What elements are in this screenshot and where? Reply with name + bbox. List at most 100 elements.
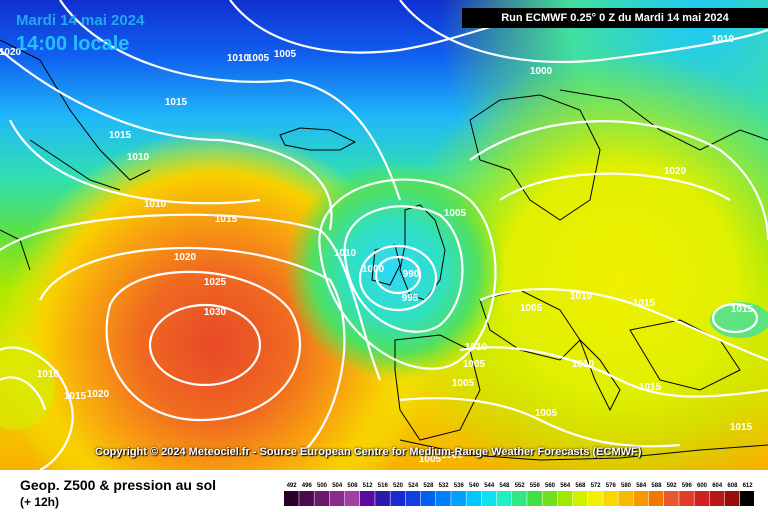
scale-value-label: 552 (515, 483, 526, 489)
isobar-label: 1015 (639, 382, 662, 393)
isobar-label: 1010 (334, 248, 357, 259)
scale-color-swatch (420, 491, 436, 506)
scale-color-swatch (466, 491, 482, 506)
italy-coast (579, 339, 621, 412)
isobar-995 (358, 244, 438, 312)
isobar-label: 1015 (64, 391, 87, 402)
isobar-1020 (39, 246, 346, 456)
isobar-label: 1020 (174, 252, 197, 263)
scale-color-swatch (451, 491, 466, 506)
isobar-label: 1015 (109, 130, 132, 141)
scale-color-swatch (694, 491, 710, 506)
scale-value-label: 544 (484, 483, 495, 489)
isobar-label: 1005 (247, 53, 270, 64)
scale-value-label: 508 (347, 483, 358, 489)
isobar-1005 (318, 178, 497, 370)
isobar-label: 1015 (165, 97, 188, 108)
isobar-label: 1005 (535, 408, 558, 419)
scale-color-swatch (572, 491, 588, 506)
isobar-label: 1005 (444, 208, 467, 219)
scale-value-label: 568 (575, 483, 586, 489)
isobar-label: 1010 (712, 34, 735, 45)
scale-value-label: 608 (727, 483, 738, 489)
isobar-labels: 1020 100510051010101510151010101010151020… (0, 34, 754, 465)
scale-value-label: 580 (621, 483, 632, 489)
z500-low-core (0, 0, 768, 470)
isobar-1015-europe (499, 172, 731, 201)
isobar-1030 (148, 303, 262, 387)
copyright-notice: Copyright © 2024 Meteociel.fr - Source E… (95, 446, 642, 458)
scale-color-swatch (329, 491, 345, 506)
isobar-label: 1015 (633, 298, 656, 309)
weather-map: 1020 100510051010101510151010101010151020… (0, 0, 768, 470)
scale-value-label: 556 (530, 483, 541, 489)
scale-color-swatch (709, 491, 725, 506)
isobar-1015-west (0, 346, 74, 470)
isobar-label: 1020 (664, 166, 687, 177)
scale-value-label: 536 (454, 483, 465, 489)
isobar-label: 1020 (87, 389, 110, 400)
scale-value-label: 532 (439, 483, 450, 489)
isobar-north-2 (0, 49, 333, 231)
scale-color-swatch (542, 491, 558, 506)
isobar-label: 1005 (452, 378, 475, 389)
isobar-990 (374, 255, 422, 295)
isobar-1000 (343, 205, 464, 333)
scale-color-swatch (679, 491, 694, 506)
france-coast (479, 289, 581, 361)
scale-value-label: 560 (545, 483, 556, 489)
isobar-label: 1010 (465, 342, 488, 353)
model-run-info: Run ECMWF 0.25° 0 Z du Mardi 14 mai 2024 (462, 8, 768, 28)
scale-value-label: 604 (712, 483, 723, 489)
scale-value-label: 516 (378, 483, 389, 489)
scale-color-swatch (436, 491, 451, 506)
scale-color-swatch (724, 491, 740, 506)
scale-color-swatch (360, 491, 375, 506)
z500-west-patch (0, 340, 55, 430)
scale-value-label: 588 (651, 483, 662, 489)
isobar-label: 1015 (215, 214, 238, 225)
isobar-label: 1005 (419, 454, 442, 465)
scale-color-swatch (405, 491, 421, 506)
scale-value-label: 592 (667, 483, 678, 489)
isobar-1015-east (711, 302, 759, 334)
scale-color-swatch (344, 491, 360, 506)
isobar-label: 1000 (530, 66, 553, 77)
isobar-label: 1010 (570, 291, 593, 302)
scale-color-swatch (588, 491, 603, 506)
isobar-label: 1005 (520, 303, 543, 314)
isobar-label: 1015 (731, 304, 754, 315)
isobar-1020-europe (469, 120, 768, 241)
scale-color-swatch (633, 491, 649, 506)
scale-value-label: 612 (743, 483, 754, 489)
isobar-label: 1005 (463, 359, 486, 370)
isobar-north-1 (59, 0, 402, 201)
isobar-label: 1015 (730, 422, 753, 433)
isobar-label: 1010 (127, 152, 150, 163)
scale-value-label: 496 (302, 483, 313, 489)
scale-color-swatch (512, 491, 527, 506)
balkans-coast (629, 319, 741, 391)
scale-color-swatch (284, 491, 299, 506)
scale-value-label: 572 (591, 483, 602, 489)
scale-value-label: 512 (363, 483, 374, 489)
legend-subtitle: (+ 12h) (20, 495, 60, 509)
scale-value-label: 584 (636, 483, 647, 489)
coastlines (0, 39, 768, 461)
scale-value-label: 576 (606, 483, 617, 489)
scale-value-label: 528 (423, 483, 434, 489)
scale-color-swatch (740, 491, 754, 506)
isobar-label: 1000 (362, 264, 385, 275)
isobar-label: 1010 (572, 359, 595, 370)
scandinavia-coast (469, 94, 601, 221)
scale-value-label: 564 (560, 483, 571, 489)
legend-title: Geop. Z500 & pression au sol (20, 477, 217, 493)
isobar-1025 (105, 270, 301, 422)
isobar-label: 1010 (37, 369, 60, 380)
scale-value-label: 596 (682, 483, 693, 489)
isobar-1010-europe (479, 288, 768, 362)
forecast-time: 14:00 locale (16, 33, 130, 55)
scale-color-swatch (618, 491, 634, 506)
scale-value-label: 524 (408, 483, 419, 489)
scale-color-swatch (314, 491, 330, 506)
